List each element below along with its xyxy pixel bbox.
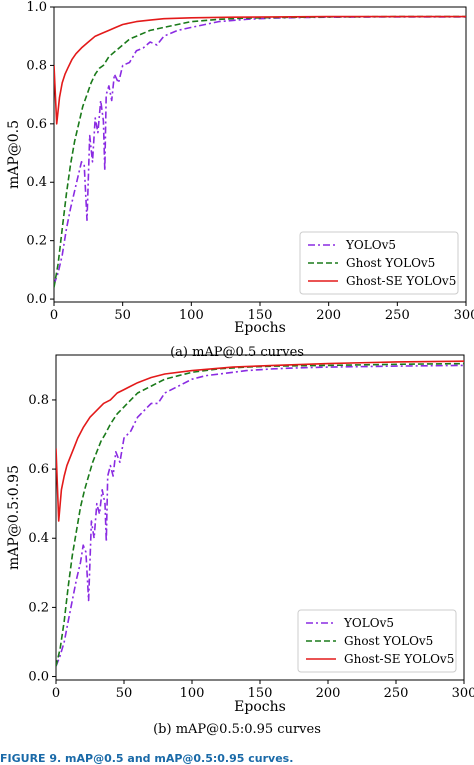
x-tick-label: 150 bbox=[248, 686, 273, 701]
x-tick-label: 200 bbox=[316, 308, 341, 323]
x-tick-label: 100 bbox=[180, 686, 205, 701]
legend-label: Ghost-SE YOLOv5 bbox=[344, 652, 454, 666]
x-tick-label: 300 bbox=[452, 686, 474, 701]
chart-panel-a: 0 50 100 150 200 250 300 0.0 0.2 0.4 0.6 0.8 1.0 Epoc… bbox=[6, 0, 474, 360]
y-tick-label: 0.0 bbox=[26, 292, 47, 307]
x-tick-label: 0 bbox=[50, 308, 58, 323]
x-tick-label: 150 bbox=[248, 308, 273, 323]
legend-box bbox=[299, 231, 459, 295]
series-line-ghost-yolov5 bbox=[56, 362, 464, 667]
y-tick-label: 0.2 bbox=[26, 234, 47, 249]
x-tick-label: 50 bbox=[114, 308, 131, 323]
legend-label: Ghost YOLOv5 bbox=[346, 256, 435, 270]
legend-label: YOLOv5 bbox=[345, 238, 396, 252]
panel-caption-b: (b) mAP@0.5:0.95 curves bbox=[153, 722, 321, 737]
legend-label: YOLOv5 bbox=[343, 616, 394, 630]
series-line-yolov5 bbox=[56, 364, 464, 667]
series-line-ghost-se-yolov5 bbox=[54, 15, 466, 125]
series-line-yolov5 bbox=[54, 16, 466, 285]
x-tick-label: 50 bbox=[116, 686, 133, 701]
y-tick-label: 0.8 bbox=[26, 58, 47, 73]
y-tick-label: 0.2 bbox=[28, 600, 49, 615]
x-tick-label: 200 bbox=[316, 686, 341, 701]
x-tick-label: 250 bbox=[385, 308, 410, 323]
x-tick-label: 100 bbox=[179, 308, 204, 323]
y-tick-label: 0.8 bbox=[28, 393, 49, 408]
y-axis-label: mAP@0.5:0.95 bbox=[6, 465, 22, 570]
y-tick-label: 0.6 bbox=[28, 462, 49, 477]
legend-label: Ghost-SE YOLOv5 bbox=[346, 274, 456, 288]
figure-caption: FIGURE 9. mAP@0.5 and mAP@0.5:0.95 curve… bbox=[0, 752, 294, 765]
x-axis-label: Epochs bbox=[234, 699, 286, 715]
legend-label: Ghost YOLOv5 bbox=[344, 634, 433, 648]
y-tick-label: 0.4 bbox=[28, 531, 49, 546]
y-tick-label: 0.6 bbox=[26, 117, 47, 132]
y-tick-label: 1.0 bbox=[26, 0, 47, 15]
chart-panel-b: 0 50 100 150 200 250 300 0.0 0.2 0.4 0.6 0.8 Epochs m… bbox=[6, 354, 474, 737]
series-line-ghost-se-yolov5 bbox=[56, 360, 464, 522]
y-tick-label: 0.0 bbox=[28, 670, 49, 685]
y-tick-label: 0.4 bbox=[26, 175, 47, 190]
x-tick-label: 250 bbox=[384, 686, 409, 701]
x-axis-label: Epochs bbox=[234, 320, 286, 336]
panel-caption-a: (a) mAP@0.5 curves bbox=[170, 345, 304, 360]
legend-box bbox=[297, 609, 457, 673]
y-axis-label: mAP@0.5 bbox=[6, 120, 22, 189]
series-line-ghost-yolov5 bbox=[54, 15, 466, 288]
x-tick-label: 300 bbox=[454, 308, 474, 323]
x-tick-label: 0 bbox=[52, 686, 60, 701]
